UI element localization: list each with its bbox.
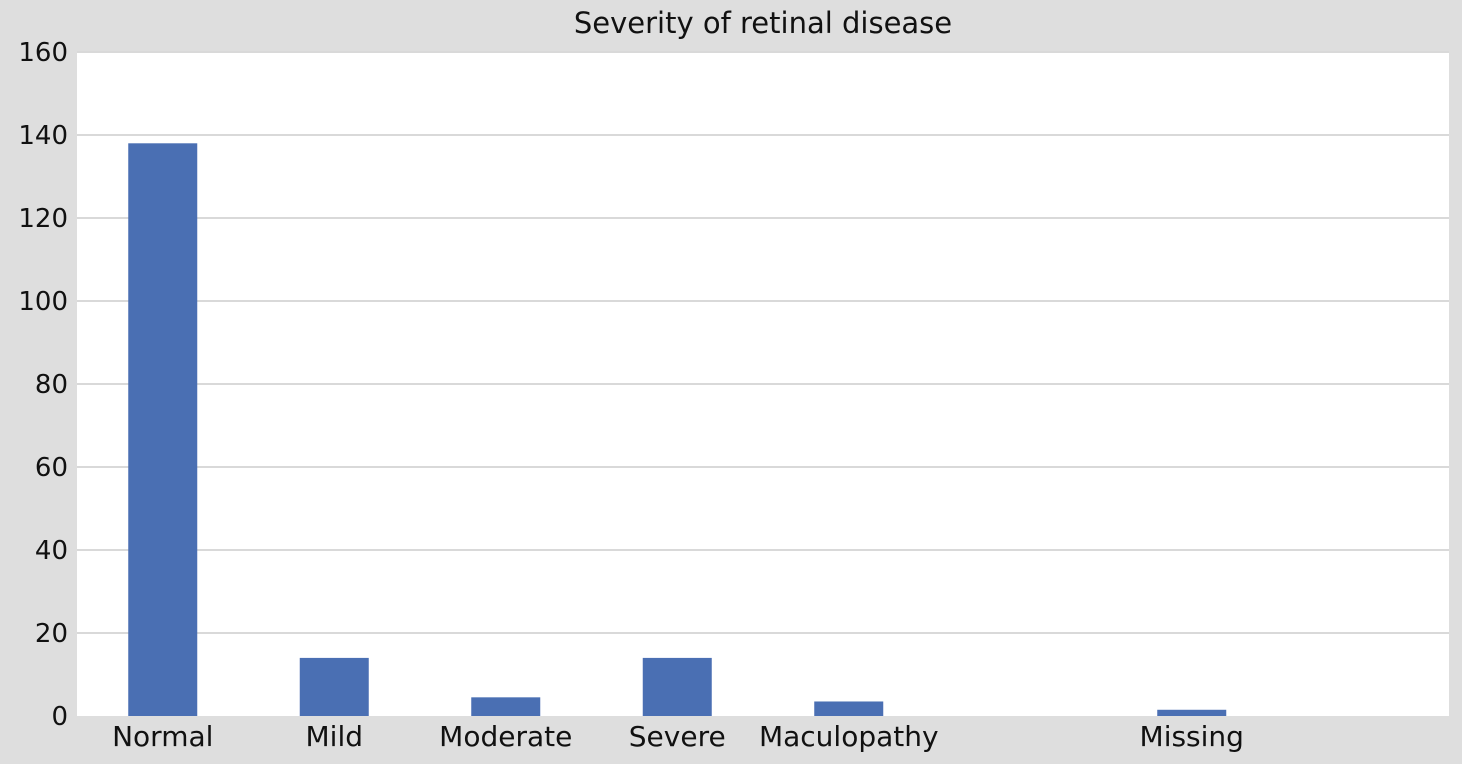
bar bbox=[642, 657, 712, 716]
bar bbox=[471, 697, 541, 716]
y-tick-label: 40 bbox=[35, 536, 68, 566]
x-tick-label: Missing bbox=[1140, 720, 1244, 753]
x-tick-label: Severe bbox=[629, 720, 726, 753]
y-tick-label: 100 bbox=[18, 287, 68, 317]
bar bbox=[128, 143, 198, 717]
y-tick-label: 140 bbox=[18, 121, 68, 151]
chart-title: Severity of retinal disease bbox=[573, 6, 953, 40]
y-tick-label: 20 bbox=[35, 619, 68, 649]
y-tick-label: 0 bbox=[51, 702, 68, 732]
x-tick-label: Mild bbox=[306, 720, 364, 753]
x-tick-label: Maculopathy bbox=[759, 720, 939, 753]
y-tick-label: 120 bbox=[18, 204, 68, 234]
bar bbox=[1157, 709, 1227, 716]
y-tick-label: 60 bbox=[35, 453, 68, 483]
y-tick-label: 160 bbox=[18, 38, 68, 68]
bar bbox=[299, 657, 369, 716]
bar bbox=[814, 701, 884, 716]
y-tick-label: 80 bbox=[35, 370, 68, 400]
x-tick-label: Normal bbox=[112, 720, 213, 753]
x-tick-label: Moderate bbox=[439, 720, 572, 753]
